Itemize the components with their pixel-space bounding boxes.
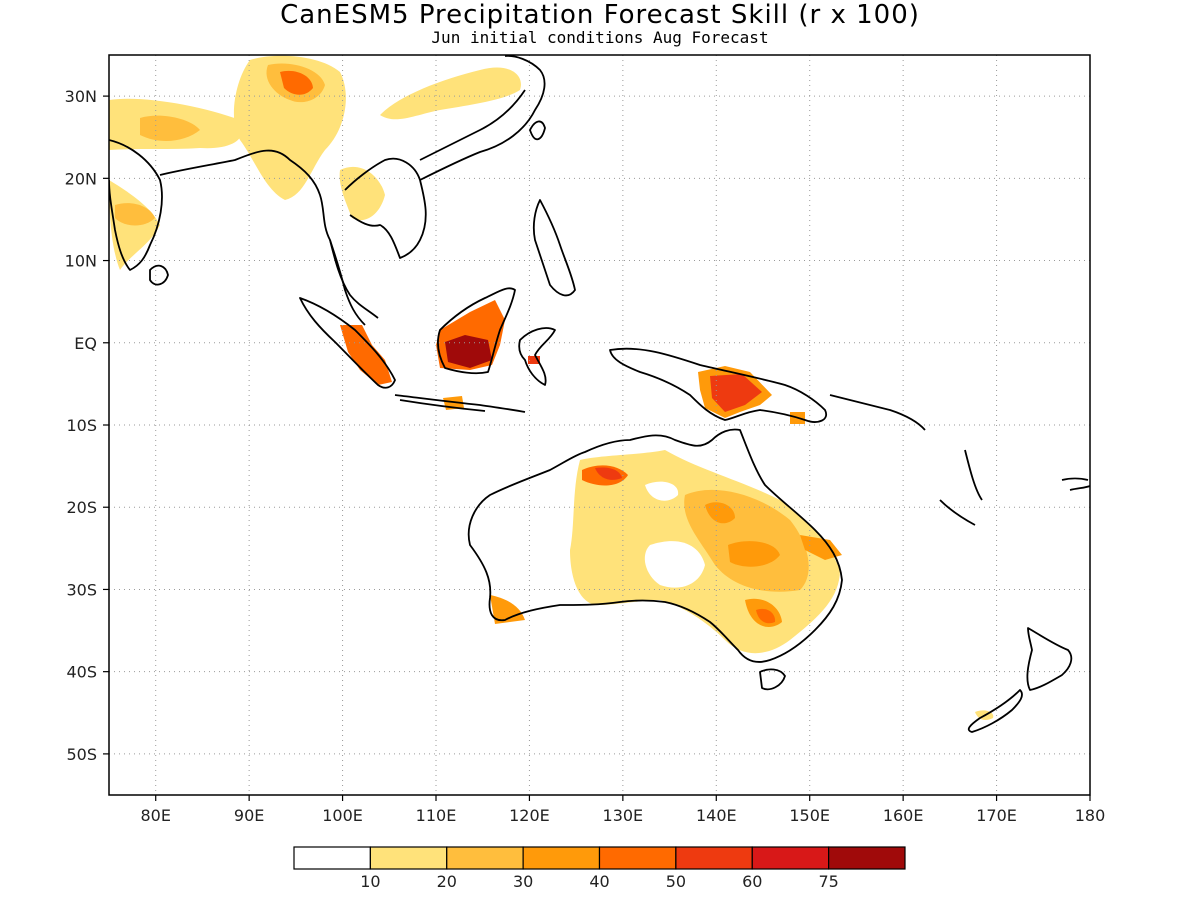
y-tick-label: 20S	[66, 498, 97, 517]
map-grid	[109, 55, 1090, 795]
colorbar-label: 10	[360, 872, 380, 891]
colorbar-swatch	[522, 846, 601, 870]
skill-region-northindia-core	[140, 115, 200, 142]
chart-title: CanESM5 Precipitation Forecast Skill (r …	[280, 0, 920, 30]
skill-region-australia-hole	[644, 541, 705, 588]
x-tick-label: 110E	[416, 806, 457, 825]
colorbar-label: 30	[513, 872, 533, 891]
x-tick-label: 150E	[789, 806, 830, 825]
colorbar-swatch	[675, 846, 753, 870]
skill-region-aus-mid2	[728, 541, 780, 567]
skill-region-indochina	[339, 166, 385, 221]
y-tick-label: 30N	[65, 87, 97, 106]
y-axis: 30N 20N 10N EQ 10S 20S 30S 40S 50S	[65, 87, 109, 764]
skill-region-aus-mid	[705, 502, 735, 524]
colorbar-label: 60	[742, 872, 762, 891]
colorbar-swatch	[828, 846, 906, 870]
x-axis: 80E 90E 100E 110E 120E 130E 140E 150E 160E 170E 18…	[140, 795, 1105, 825]
colorbar-label: 20	[437, 872, 457, 891]
skill-region-newguinea-core	[710, 374, 762, 412]
skill-region-aus-east	[800, 535, 842, 560]
y-tick-label: 30S	[66, 580, 97, 599]
colorbar-swatch	[369, 846, 448, 870]
coastlines	[109, 55, 1090, 733]
y-tick-label: 40S	[66, 663, 97, 682]
colorbar-label: 50	[666, 872, 686, 891]
x-tick-label: 90E	[234, 806, 264, 825]
skill-shading	[109, 55, 994, 720]
x-tick-label: 180	[1075, 806, 1106, 825]
colorbar-swatch	[751, 846, 830, 870]
skill-region-eastchina	[380, 67, 521, 120]
skill-region-borneo-core	[445, 335, 492, 368]
skill-region-sumatra	[340, 325, 392, 385]
chart-subtitle: Jun initial conditions Aug Forecast	[431, 28, 769, 47]
y-tick-label: 10N	[65, 252, 97, 271]
colorbar: 10 20 30 40 50 60 75	[293, 846, 906, 891]
x-tick-label: 130E	[603, 806, 644, 825]
colorbar-swatch	[293, 846, 371, 870]
skill-region-aus-se-core	[756, 608, 776, 624]
colorbar-label: 75	[818, 872, 838, 891]
y-tick-label: 20N	[65, 169, 97, 188]
y-tick-label: EQ	[74, 334, 97, 353]
x-tick-label: 120E	[509, 806, 550, 825]
skill-region-tibet-peak	[280, 70, 313, 95]
skill-region-australia	[570, 450, 840, 654]
skill-region-westindia-core	[115, 203, 155, 226]
x-tick-label: 170E	[976, 806, 1017, 825]
y-tick-label: 10S	[66, 416, 97, 435]
y-tick-label: 50S	[66, 745, 97, 764]
colorbar-label: 40	[589, 872, 609, 891]
x-tick-label: 80E	[140, 806, 170, 825]
colorbar-swatch	[598, 846, 677, 870]
x-tick-label: 160E	[883, 806, 924, 825]
x-tick-label: 140E	[696, 806, 737, 825]
skill-region-aus-north-core	[595, 467, 622, 480]
skill-region-australia-hole2	[645, 481, 679, 501]
skill-region-aus-sw	[490, 595, 525, 624]
x-tick-label: 100E	[322, 806, 363, 825]
colorbar-swatch	[446, 846, 524, 870]
